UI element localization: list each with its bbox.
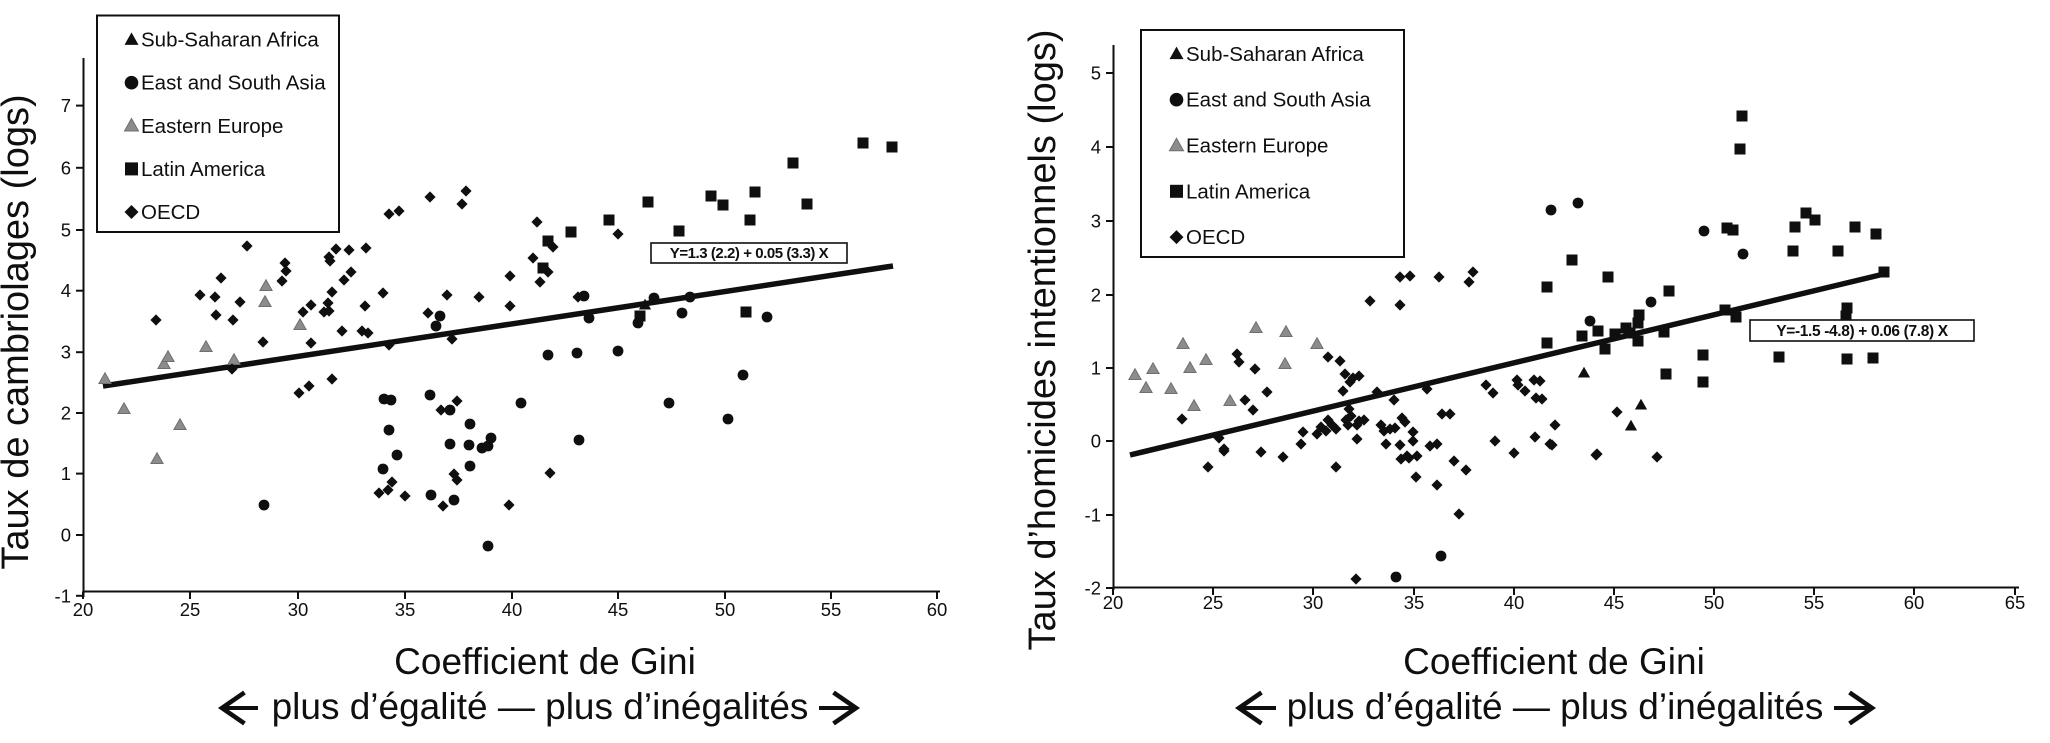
svg-text:20: 20	[73, 599, 94, 620]
svg-text:45: 45	[1604, 592, 1625, 613]
svg-text:40: 40	[502, 599, 523, 620]
svg-text:0: 0	[61, 525, 71, 546]
svg-text:Y=-1.5 -4.8) + 0.06 (7.8) X: Y=-1.5 -4.8) + 0.06 (7.8) X	[1776, 323, 1948, 340]
svg-text:Sub-Saharan Africa: Sub-Saharan Africa	[141, 29, 319, 52]
svg-text:East and South Asia: East and South Asia	[1186, 89, 1371, 112]
svg-text:OECD: OECD	[1186, 226, 1245, 249]
svg-text:3: 3	[61, 342, 71, 363]
svg-text:6: 6	[61, 157, 71, 178]
svg-text:65: 65	[2005, 592, 2026, 613]
svg-text:1: 1	[61, 463, 71, 484]
svg-text:0: 0	[1091, 431, 1101, 452]
svg-text:Eastern Europe: Eastern Europe	[1186, 135, 1328, 158]
svg-text:Coefficient de Gini: Coefficient de Gini	[394, 641, 696, 682]
svg-text:-1: -1	[55, 585, 71, 606]
svg-text:30: 30	[288, 599, 309, 620]
svg-text:55: 55	[1804, 592, 1825, 613]
svg-text:55: 55	[821, 599, 842, 620]
svg-text:plus d’égalité — plus d’inégal: plus d’égalité — plus d’inégalités	[272, 686, 809, 727]
svg-text:60: 60	[1904, 592, 1925, 613]
svg-text:Latin America: Latin America	[1186, 180, 1311, 203]
svg-text:7: 7	[61, 95, 71, 116]
svg-text:Latin America: Latin America	[141, 158, 266, 181]
svg-text:2: 2	[1091, 285, 1101, 306]
svg-text:2: 2	[61, 403, 71, 424]
svg-text:60: 60	[927, 599, 948, 620]
svg-text:3: 3	[1091, 211, 1101, 232]
svg-text:4: 4	[61, 280, 71, 301]
svg-text:Eastern Europe: Eastern Europe	[141, 115, 283, 138]
svg-text:5: 5	[61, 220, 71, 241]
svg-text:30: 30	[1303, 592, 1324, 613]
svg-text:OECD: OECD	[141, 201, 200, 224]
svg-text:35: 35	[1404, 592, 1425, 613]
svg-text:45: 45	[608, 599, 629, 620]
svg-text:East and South Asia: East and South Asia	[141, 72, 326, 95]
svg-text:plus d’égalité — plus d’inégal: plus d’égalité — plus d’inégalités	[1287, 686, 1824, 727]
svg-text:25: 25	[180, 599, 201, 620]
svg-text:-2: -2	[1085, 578, 1101, 599]
svg-text:4: 4	[1091, 137, 1101, 158]
svg-text:Coefficient de Gini: Coefficient de Gini	[1403, 641, 1705, 682]
svg-text:5: 5	[1091, 63, 1101, 84]
svg-text:-1: -1	[1085, 505, 1101, 526]
svg-text:50: 50	[1704, 592, 1725, 613]
svg-text:Y=1.3 (2.2) + 0.05 (3.3) X: Y=1.3 (2.2) + 0.05 (3.3) X	[670, 245, 829, 262]
svg-text:Taux de cambriolages (logs): Taux de cambriolages (logs)	[0, 94, 37, 569]
svg-text:25: 25	[1203, 592, 1224, 613]
svg-text:20: 20	[1103, 592, 1124, 613]
svg-text:Sub-Saharan Africa: Sub-Saharan Africa	[1186, 43, 1364, 66]
svg-text:1: 1	[1091, 358, 1101, 379]
svg-text:50: 50	[715, 599, 736, 620]
svg-text:Taux d’homicides intentionnels: Taux d’homicides intentionnels (logs)	[1022, 30, 1064, 651]
svg-text:40: 40	[1504, 592, 1525, 613]
svg-text:35: 35	[395, 599, 416, 620]
